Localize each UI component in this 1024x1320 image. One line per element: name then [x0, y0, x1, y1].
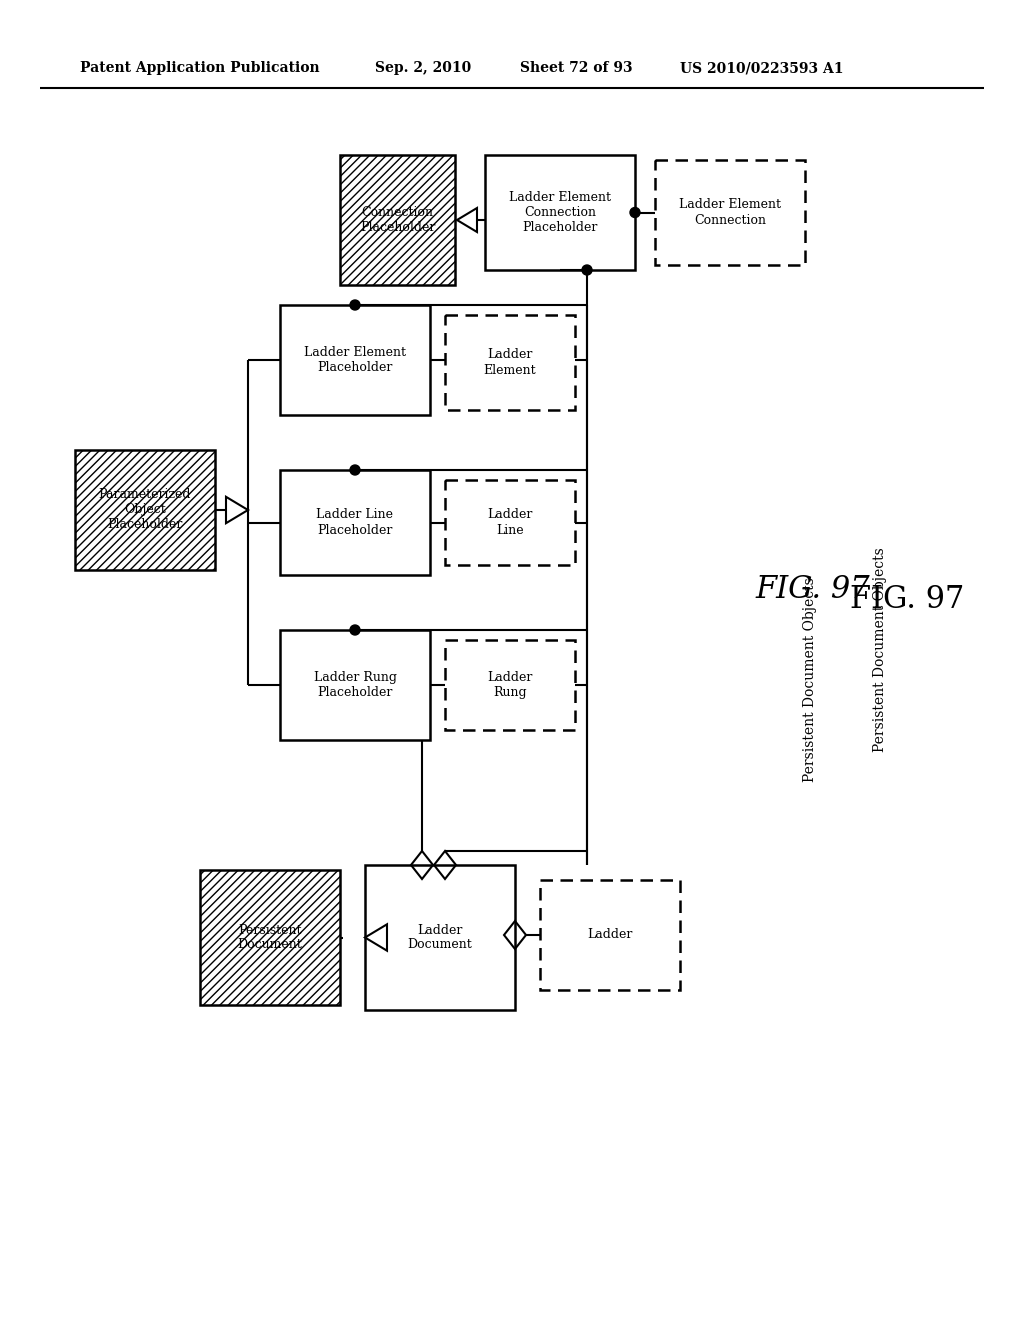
Circle shape: [350, 465, 360, 475]
Bar: [485, 154, 635, 271]
Circle shape: [630, 207, 640, 218]
Bar: [280, 470, 430, 576]
Bar: [365, 865, 515, 1010]
Text: Persistent Document Objects: Persistent Document Objects: [803, 578, 817, 783]
Bar: [340, 154, 455, 285]
Bar: [445, 315, 575, 411]
Bar: [655, 160, 805, 265]
Text: Ladder Element
Placeholder: Ladder Element Placeholder: [304, 346, 406, 374]
Bar: [200, 870, 340, 1005]
Text: Ladder Line
Placeholder: Ladder Line Placeholder: [316, 508, 393, 536]
Text: Ladder: Ladder: [588, 928, 633, 941]
Bar: [445, 480, 575, 565]
Text: US 2010/0223593 A1: US 2010/0223593 A1: [680, 61, 844, 75]
Bar: [75, 450, 215, 570]
Circle shape: [350, 624, 360, 635]
Text: FIG. 97: FIG. 97: [850, 585, 965, 615]
Text: Sheet 72 of 93: Sheet 72 of 93: [520, 61, 633, 75]
Text: Ladder Rung
Placeholder: Ladder Rung Placeholder: [313, 671, 396, 700]
Bar: [445, 640, 575, 730]
Text: Sep. 2, 2010: Sep. 2, 2010: [375, 61, 471, 75]
Bar: [340, 154, 455, 285]
Bar: [280, 630, 430, 741]
Text: Parameterized
Object
Placeholder: Parameterized Object Placeholder: [98, 488, 191, 532]
Text: Ladder
Element: Ladder Element: [483, 348, 537, 376]
Bar: [200, 870, 340, 1005]
Bar: [280, 305, 430, 414]
Bar: [540, 880, 680, 990]
Text: Ladder
Line: Ladder Line: [487, 508, 532, 536]
Circle shape: [582, 265, 592, 275]
Text: Patent Application Publication: Patent Application Publication: [80, 61, 319, 75]
Text: Ladder Element
Connection: Ladder Element Connection: [679, 198, 781, 227]
Circle shape: [350, 300, 360, 310]
Text: Persistent Document Objects: Persistent Document Objects: [873, 548, 887, 752]
Text: FIG. 97: FIG. 97: [755, 574, 869, 606]
Text: Ladder Element
Connection
Placeholder: Ladder Element Connection Placeholder: [509, 191, 611, 234]
Text: Ladder
Document: Ladder Document: [408, 924, 472, 952]
Text: Ladder
Rung: Ladder Rung: [487, 671, 532, 700]
Bar: [75, 450, 215, 570]
Text: Connection
Placeholder: Connection Placeholder: [359, 206, 435, 234]
Text: Persistent
Document: Persistent Document: [238, 924, 302, 952]
